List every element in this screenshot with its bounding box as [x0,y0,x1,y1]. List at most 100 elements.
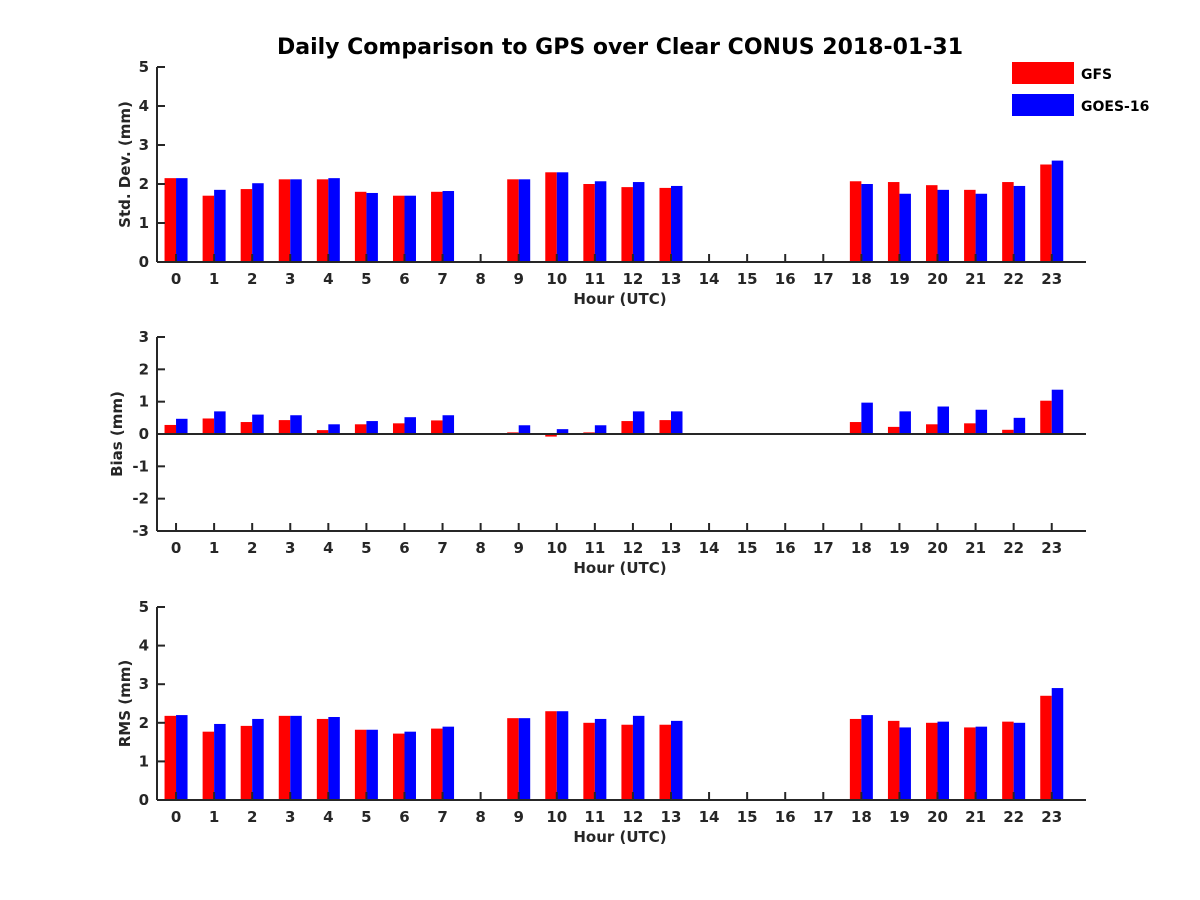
y-tick-label: 0 [139,425,149,443]
bar-gfs-hour-19 [887,182,900,262]
x-tick-label: 2 [247,270,257,288]
bar-gfs-hour-12 [621,724,633,800]
bar-goes16-hour-23 [1051,688,1064,800]
bar-gfs-hour-3 [278,179,291,262]
x-tick-label: 9 [513,539,523,557]
y-tick-label: -1 [132,457,149,475]
y-tick-label: 3 [139,675,149,693]
x-tick-label: 22 [1003,539,1024,557]
x-tick-label: 8 [475,808,485,826]
bar-goes16-hour-22 [1013,417,1026,434]
x-tick-label: 1 [209,808,219,826]
bar-goes16-hour-18 [861,715,873,800]
x-tick-label: 5 [361,270,371,288]
bar-goes16-hour-22 [1013,722,1026,800]
bar-gfs-hour-20 [926,185,938,262]
y-tick-label: 2 [139,714,149,732]
y-tick-label: 4 [139,637,149,655]
legend-label-goes16: GOES-16 [1081,99,1149,115]
bar-gfs-hour-1 [202,195,215,262]
x-tick-label: 20 [927,270,948,288]
bar-goes16-hour-7 [442,191,455,262]
x-tick-label: 15 [737,539,758,557]
bar-gfs-hour-18 [849,422,862,434]
y-tick-label: 5 [139,598,149,616]
x-tick-label: 19 [889,539,910,557]
bar-gfs-hour-10 [545,434,557,437]
x-tick-label: 16 [775,270,796,288]
x-tick-label: 13 [661,270,682,288]
bar-gfs-hour-21 [964,423,976,434]
bar-goes16-hour-0 [176,418,188,434]
x-tick-label: 9 [513,270,523,288]
bar-gfs-hour-3 [278,420,291,434]
bar-goes16-hour-2 [252,718,264,800]
x-tick-label: 0 [171,270,181,288]
x-tick-label: 14 [699,539,720,557]
bar-goes16-hour-1 [214,723,226,800]
y-axis-label: Std. Dev. (mm) [116,101,134,228]
y-tick-label: 4 [139,97,149,115]
bar-goes16-hour-18 [861,402,873,434]
x-tick-label: 5 [361,808,371,826]
x-tick-label: 19 [889,808,910,826]
x-tick-label: 9 [513,808,523,826]
bar-gfs-hour-4 [316,179,329,262]
y-tick-label: 0 [139,253,149,271]
x-tick-label: 16 [775,539,796,557]
bar-gfs-hour-2 [240,725,253,800]
bar-gfs-hour-0 [164,715,177,800]
x-tick-label: 20 [927,808,948,826]
bar-goes16-hour-21 [975,409,988,434]
bar-gfs-hour-6 [392,423,405,434]
x-tick-label: 0 [171,808,181,826]
y-axis-label: Bias (mm) [108,391,126,477]
x-tick-label: 22 [1003,808,1024,826]
y-tick-label: 1 [139,752,149,770]
bar-goes16-hour-13 [670,411,683,434]
x-tick-label: 3 [285,808,295,826]
bar-goes16-hour-3 [290,715,302,800]
x-tick-label: 4 [323,808,333,826]
bar-goes16-hour-11 [594,181,607,262]
bar-goes16-hour-0 [176,178,188,262]
bar-gfs-hour-23 [1040,164,1052,262]
bar-goes16-hour-23 [1051,389,1064,434]
bar-gfs-hour-1 [202,731,215,800]
bar-gfs-hour-7 [431,728,443,800]
x-tick-label: 20 [927,539,948,557]
x-tick-label: 1 [209,539,219,557]
x-tick-label: 11 [584,270,605,288]
bar-goes16-hour-21 [975,193,988,262]
bar-gfs-hour-9 [507,179,519,262]
x-axis-label: Hour (UTC) [573,559,666,577]
x-tick-label: 17 [813,539,834,557]
bar-goes16-hour-20 [937,406,950,434]
y-tick-label: 5 [139,58,149,76]
bar-gfs-hour-5 [354,191,367,262]
bar-gfs-hour-9 [507,718,519,800]
x-tick-label: 8 [475,539,485,557]
bar-gfs-hour-12 [621,187,633,262]
bar-gfs-hour-5 [354,424,367,434]
x-tick-label: 10 [546,539,567,557]
bar-goes16-hour-21 [975,726,988,800]
x-tick-label: 18 [851,808,872,826]
x-tick-label: 12 [622,808,643,826]
y-tick-label: 1 [139,393,149,411]
bar-goes16-hour-11 [594,718,607,800]
bar-gfs-hour-7 [431,420,443,434]
y-tick-label: -2 [132,490,149,508]
y-tick-label: 1 [139,214,149,232]
x-tick-label: 15 [737,808,758,826]
x-tick-label: 12 [622,270,643,288]
x-tick-label: 5 [361,539,371,557]
bar-gfs-hour-11 [583,722,595,800]
bar-gfs-hour-7 [431,191,443,262]
bar-gfs-hour-13 [659,420,671,434]
x-tick-label: 16 [775,808,796,826]
